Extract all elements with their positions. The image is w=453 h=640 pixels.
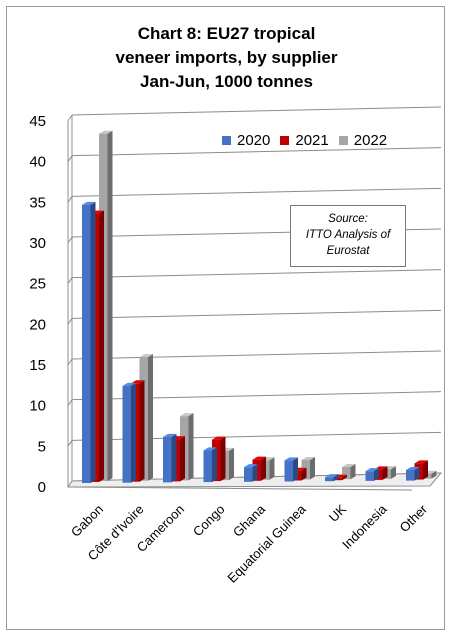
bar-2020-6	[325, 474, 339, 482]
gridline-3	[71, 350, 442, 360]
gridline-4	[71, 309, 442, 319]
gridline-left-2	[67, 399, 73, 406]
y-tick-label-2: 10	[29, 398, 46, 415]
gridline-left-5	[67, 277, 73, 284]
gridline-left-6	[67, 236, 73, 244]
legend-item-2020: 2020	[222, 132, 270, 149]
source-line-1: Source:	[328, 213, 368, 225]
x-tick-label-8: Other	[397, 501, 431, 535]
x-tick-label-5: Equatorial Guinea	[224, 501, 309, 586]
gridline-left-3	[67, 358, 73, 366]
x-tick-label-6: UK	[326, 501, 350, 525]
bar-2020-5	[284, 457, 298, 482]
bar-2020-4	[244, 464, 258, 482]
legend-label-2021: 2021	[295, 132, 329, 149]
y-tick-label-7: 35	[29, 194, 46, 211]
legend-swatch-2021	[280, 136, 290, 145]
y-tick-label-0: 0	[38, 479, 46, 496]
legend-item-2022: 2022	[338, 132, 388, 149]
gridline-8	[71, 147, 442, 157]
gridline-7	[71, 187, 442, 197]
bar-2020-8	[406, 467, 420, 481]
bar-2020-1	[122, 382, 136, 483]
gridline-left-4	[67, 318, 73, 325]
y-tick-label-1: 5	[38, 438, 46, 455]
y-tick-label-4: 20	[29, 316, 46, 333]
gridline-9	[71, 106, 442, 116]
bar-2022-6	[342, 464, 356, 480]
source-line-3: Eurostat	[326, 245, 370, 257]
y-tick-label-9: 45	[29, 113, 46, 130]
legend-item-2021: 2021	[280, 132, 329, 149]
gridline-left-7	[67, 196, 73, 203]
y-tick-label-3: 15	[29, 357, 46, 374]
legend: 2020 2021 2022	[222, 132, 387, 149]
x-tick-label-7: Indonesia	[339, 501, 390, 552]
title-line-2: veneer imports, by supplier	[115, 48, 338, 67]
title-line-1: Chart 8: EU27 tropical	[137, 24, 316, 43]
y-tick-label-5: 25	[29, 276, 46, 293]
x-tick-label-3: Congo	[190, 502, 228, 540]
y-tick-label-6: 30	[29, 235, 46, 252]
source-annotation: Source: ITTO Analysis of Eurostat	[290, 205, 406, 267]
title-line-3: Jan-Jun, 1000 tonnes	[140, 72, 313, 91]
gridline-left-8	[67, 155, 73, 162]
x-tick-label-4: Ghana	[230, 501, 269, 540]
legend-label-2022: 2022	[353, 132, 388, 149]
chart-title: Chart 8: EU27 tropical veneer imports, b…	[0, 22, 453, 94]
gridline-left-9	[67, 114, 73, 122]
x-axis-line	[67, 486, 413, 491]
legend-label-2020: 2020	[237, 132, 271, 149]
source-line-2: ITTO Analysis of	[305, 229, 391, 241]
gridline-left-1	[67, 440, 73, 447]
gridline-5	[71, 269, 442, 279]
legend-swatch-2020	[222, 136, 231, 145]
bar-2020-3	[203, 447, 217, 483]
x-tick-label-0: Gabon	[68, 502, 106, 540]
legend-swatch-2022	[338, 136, 348, 145]
bar-2020-2	[163, 433, 177, 483]
y-tick-label-8: 40	[29, 154, 46, 171]
bar-2020-0	[82, 201, 96, 483]
bar-2020-7	[365, 468, 379, 481]
